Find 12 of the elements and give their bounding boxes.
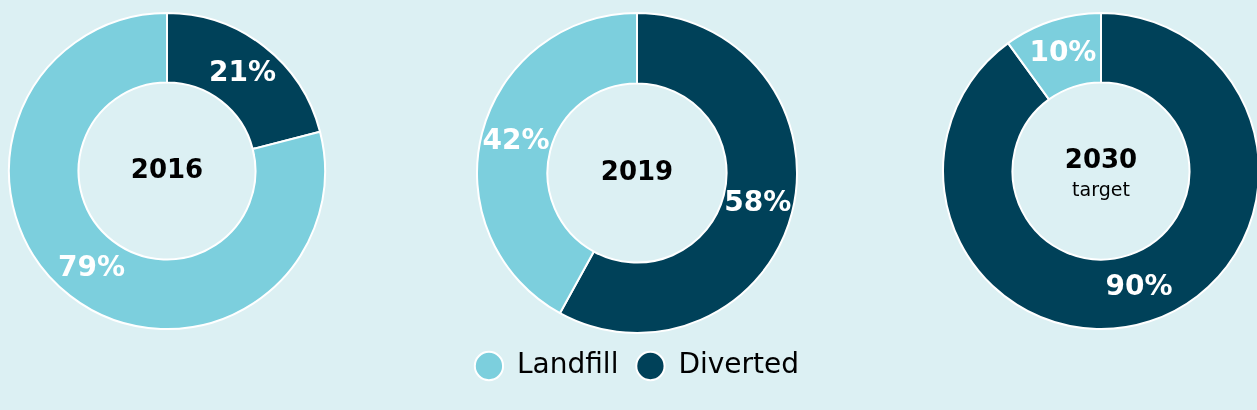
text: 2030 xyxy=(1064,143,1138,174)
data-label: 58% xyxy=(724,185,792,219)
data-label: 90% xyxy=(1105,269,1173,303)
legend-label: Diverted xyxy=(678,347,800,381)
data-label: 79% xyxy=(57,249,125,283)
data-label: 21% xyxy=(209,54,277,88)
data-label: 42% xyxy=(482,123,550,157)
text: target xyxy=(1072,177,1130,200)
legend-label: Landfill xyxy=(516,347,619,381)
data-label: 10% xyxy=(1029,35,1097,69)
text: 2016 xyxy=(130,153,204,184)
text: 2019 xyxy=(600,155,674,186)
